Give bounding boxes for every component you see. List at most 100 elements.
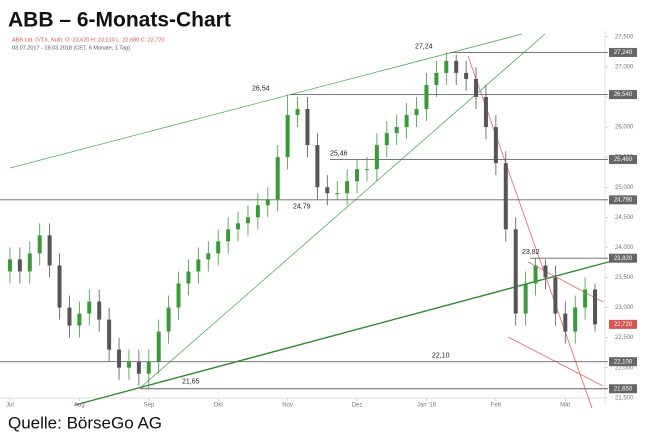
candle-body xyxy=(345,181,350,194)
candle-body xyxy=(305,109,310,146)
y-tick-label: 23,500 xyxy=(615,275,634,281)
y-tick-label: 21,500 xyxy=(615,395,634,401)
x-tick-label: Jan '18 xyxy=(417,403,437,409)
level-label: 27,24 xyxy=(415,43,433,50)
candle-body xyxy=(186,271,191,284)
candle-body xyxy=(474,78,479,97)
subtitle: ABB Ltd. (VTX, Null): O: 23,620 H: 23,01… xyxy=(12,37,165,43)
candle-body xyxy=(315,145,320,188)
candle-body xyxy=(117,349,122,368)
candle-body xyxy=(285,115,290,158)
candle-body xyxy=(503,163,508,230)
x-tick-label: Nov xyxy=(282,403,293,409)
chart-title: ABB – 6-Monats-Chart xyxy=(8,9,231,32)
x-tick-label: Okt xyxy=(214,403,224,409)
level-box-label: 25,460 xyxy=(614,157,633,163)
level-label: 25,46 xyxy=(330,150,348,157)
level-box xyxy=(609,384,637,394)
candle-body xyxy=(166,307,171,332)
candle-body xyxy=(77,313,82,326)
candle-body xyxy=(236,223,241,230)
y-tick-label: 24,500 xyxy=(615,215,634,221)
candle-body xyxy=(335,193,340,195)
candle-body xyxy=(483,96,488,128)
candle-body xyxy=(493,127,498,164)
candle-body xyxy=(196,259,201,272)
candle-body xyxy=(583,289,588,308)
candle-body xyxy=(255,205,260,218)
level-box-label: 23,820 xyxy=(614,256,633,262)
level-box-label: 27,240 xyxy=(614,50,633,56)
candle-body xyxy=(573,307,578,332)
candle-body xyxy=(216,241,221,254)
y-tick-label: 27,500 xyxy=(615,34,634,40)
level-label: 26,54 xyxy=(252,85,270,92)
candle-body xyxy=(295,109,300,116)
candle-body xyxy=(27,253,32,272)
x-tick-label: Dez xyxy=(352,403,363,409)
trend-line xyxy=(467,55,593,409)
x-tick-label: Sep xyxy=(143,403,154,409)
candle-body xyxy=(444,60,449,73)
candle-body xyxy=(523,283,528,314)
candle-body xyxy=(454,60,459,73)
subtitle: 03.07.2017 - 19.03.2018 (CET, 6 Monate, … xyxy=(12,45,130,51)
candle-body xyxy=(533,265,538,284)
candle-body xyxy=(146,361,151,374)
candle-body xyxy=(265,199,270,206)
trend-line xyxy=(74,260,613,406)
candle-body xyxy=(424,84,429,110)
level-box-label: 26,540 xyxy=(614,92,633,98)
candle-body xyxy=(67,307,72,326)
x-tick-label: Aug xyxy=(74,403,85,409)
candle-body xyxy=(355,169,360,182)
candle-body xyxy=(275,157,280,200)
y-tick-label: 26,000 xyxy=(615,125,634,131)
candle-body xyxy=(364,169,369,171)
level-box-label: 24,790 xyxy=(614,197,633,203)
level-box xyxy=(609,195,637,205)
level-box-label: 22,100 xyxy=(614,359,633,365)
level-box xyxy=(609,357,637,367)
y-tick-label: 24,000 xyxy=(615,245,634,251)
candle-body xyxy=(107,319,112,350)
level-label: 23,82 xyxy=(522,249,540,256)
level-label: 21,65 xyxy=(182,379,200,386)
candle-body xyxy=(404,115,409,128)
x-tick-label: Jul xyxy=(6,403,14,409)
candle-body xyxy=(374,145,379,170)
candle-body xyxy=(593,289,598,325)
candle-body xyxy=(245,217,250,224)
candle-body xyxy=(57,265,62,308)
trend-line xyxy=(9,33,523,169)
level-box xyxy=(609,90,637,100)
candle-body xyxy=(325,187,330,194)
candle-body xyxy=(17,259,22,272)
candle-body xyxy=(7,259,12,272)
candle-body xyxy=(136,361,141,374)
source: Quelle: BörseGo AG xyxy=(8,413,162,432)
candle-body xyxy=(97,301,102,320)
x-tick-label: Feb xyxy=(491,403,502,409)
x-tick-label: Mär xyxy=(560,403,570,409)
level-box-label: 21,650 xyxy=(614,386,633,392)
candle-body xyxy=(47,235,52,266)
level-box xyxy=(609,253,637,263)
candle-body xyxy=(126,361,131,368)
level-box xyxy=(609,155,637,165)
candle-body xyxy=(543,265,548,278)
candle-body xyxy=(87,301,92,314)
candle-body xyxy=(226,229,231,242)
level-box xyxy=(609,47,637,57)
level-label: 24,79 xyxy=(293,204,311,211)
last-price-box xyxy=(609,319,637,329)
candle-body xyxy=(553,277,558,314)
y-tick-label: 23,000 xyxy=(615,305,634,311)
candle-body xyxy=(37,235,42,254)
candle-body xyxy=(434,72,439,85)
candle-body xyxy=(513,229,518,314)
candle-body xyxy=(176,283,181,308)
y-tick-label: 27,000 xyxy=(615,64,634,70)
